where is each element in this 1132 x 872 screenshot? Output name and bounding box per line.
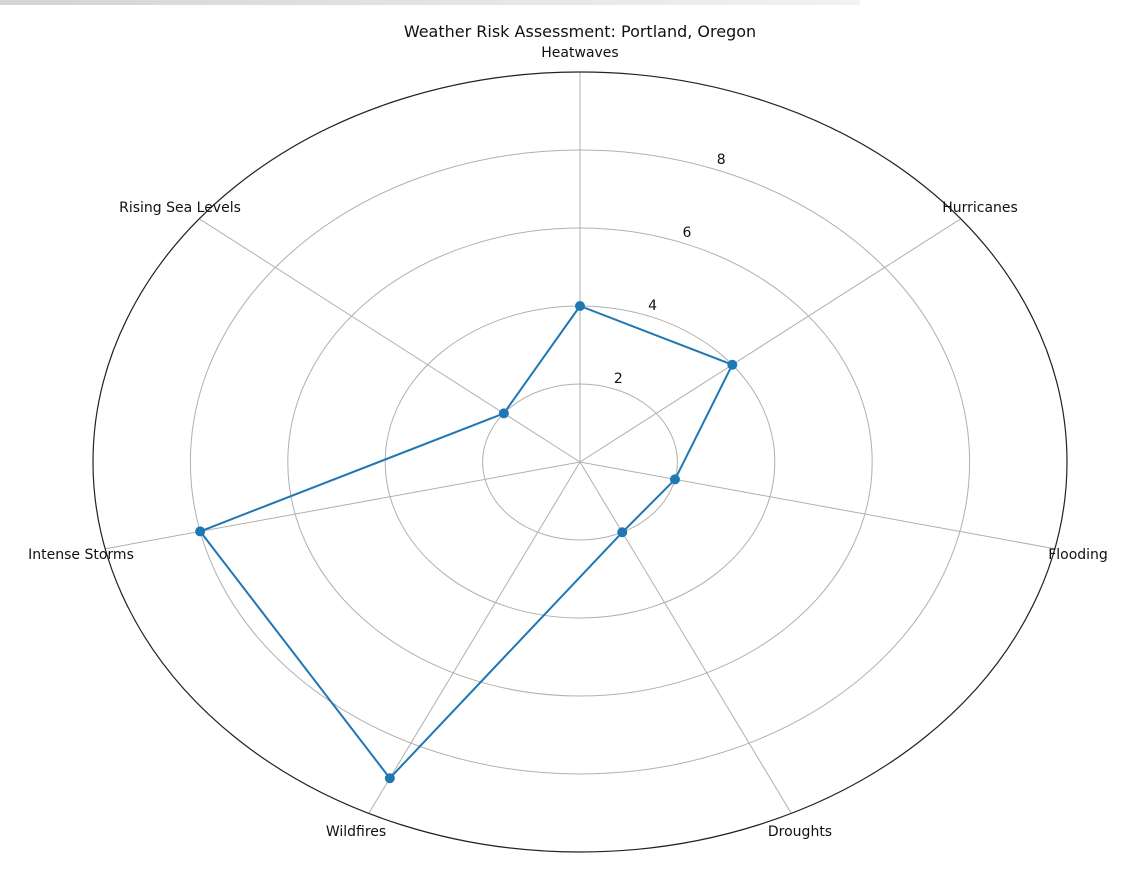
radar-frame [92, 71, 1068, 853]
category-label-wildfires: Wildfires [326, 824, 386, 840]
category-label-heatwaves: Heatwaves [541, 45, 618, 61]
spoke-3 [579, 461, 792, 814]
spoke-4 [368, 461, 581, 814]
category-label-hurricanes: Hurricanes [942, 200, 1018, 216]
data-point-hurricanes [727, 359, 738, 370]
category-label-flooding: Flooding [1048, 547, 1108, 563]
radial-tick-labels: 2 4 6 8 [614, 152, 726, 387]
window-top-strip [0, 0, 860, 5]
data-point-droughts [617, 527, 628, 538]
radial-tick-label: 8 [717, 152, 726, 168]
spoke-5 [105, 461, 581, 550]
radar-series [195, 301, 738, 784]
category-labels: Heatwaves Hurricanes Flooding Droughts Wildf… [28, 45, 1108, 840]
category-label-droughts: Droughts [768, 824, 832, 840]
radial-tick-label: 4 [648, 298, 657, 314]
spoke-2 [579, 461, 1055, 550]
spoke-6 [198, 218, 581, 463]
category-label-rising-sea-levels: Rising Sea Levels [119, 200, 241, 216]
data-point-heatwaves [575, 301, 585, 311]
spoke-1 [579, 218, 962, 463]
chart-title: Weather Risk Assessment: Portland, Orego… [404, 22, 756, 41]
data-point-rising-sea-levels [498, 408, 509, 419]
radial-tick-label: 2 [614, 371, 623, 387]
series-line [198, 305, 734, 780]
data-point-intense-storms [195, 526, 206, 537]
data-point-flooding [669, 474, 680, 485]
category-label-intense-storms: Intense Storms [28, 547, 134, 563]
radar-spokes [105, 72, 1055, 814]
radial-tick-label: 6 [682, 225, 691, 241]
data-point-wildfires [384, 773, 395, 784]
